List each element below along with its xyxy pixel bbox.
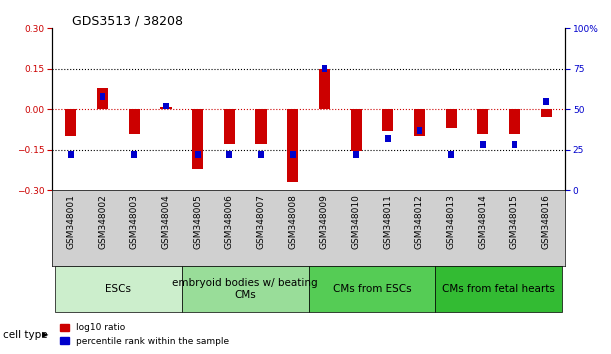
Text: GSM348015: GSM348015 bbox=[510, 194, 519, 249]
Bar bbox=[477, 109, 488, 133]
Bar bbox=[131, 151, 137, 158]
Bar bbox=[227, 151, 232, 158]
Text: CMs from ESCs: CMs from ESCs bbox=[332, 284, 411, 294]
Text: cell type: cell type bbox=[3, 330, 48, 339]
Bar bbox=[541, 109, 552, 117]
Bar bbox=[480, 142, 486, 148]
Text: GSM348011: GSM348011 bbox=[383, 194, 392, 249]
Bar bbox=[509, 109, 520, 133]
FancyBboxPatch shape bbox=[182, 266, 309, 312]
Text: GSM348013: GSM348013 bbox=[447, 194, 456, 249]
Bar bbox=[511, 142, 518, 148]
Bar bbox=[445, 109, 456, 128]
Text: GSM348001: GSM348001 bbox=[67, 194, 75, 249]
Bar bbox=[353, 151, 359, 158]
FancyBboxPatch shape bbox=[309, 266, 435, 312]
Bar bbox=[100, 93, 106, 100]
Text: GSM348007: GSM348007 bbox=[257, 194, 266, 249]
Text: ESCs: ESCs bbox=[106, 284, 131, 294]
Text: GSM348016: GSM348016 bbox=[542, 194, 551, 249]
FancyBboxPatch shape bbox=[435, 266, 562, 312]
Bar bbox=[382, 109, 393, 131]
Bar bbox=[543, 98, 549, 104]
Text: GSM348005: GSM348005 bbox=[193, 194, 202, 249]
Bar bbox=[417, 127, 422, 134]
Text: GSM348004: GSM348004 bbox=[161, 194, 170, 249]
Text: GSM348009: GSM348009 bbox=[320, 194, 329, 249]
Legend: log10 ratio, percentile rank within the sample: log10 ratio, percentile rank within the … bbox=[56, 320, 233, 349]
Text: ▶: ▶ bbox=[42, 330, 48, 339]
Bar bbox=[448, 151, 454, 158]
Text: GSM348014: GSM348014 bbox=[478, 194, 488, 249]
FancyBboxPatch shape bbox=[55, 266, 182, 312]
Text: GSM348002: GSM348002 bbox=[98, 194, 107, 249]
Text: GSM348012: GSM348012 bbox=[415, 194, 424, 249]
Bar bbox=[319, 69, 330, 109]
Bar bbox=[321, 65, 327, 72]
Bar bbox=[287, 109, 298, 182]
Bar bbox=[414, 109, 425, 136]
Bar bbox=[129, 109, 140, 133]
Text: GSM348006: GSM348006 bbox=[225, 194, 234, 249]
Text: GSM348010: GSM348010 bbox=[351, 194, 360, 249]
Bar bbox=[351, 109, 362, 151]
Bar bbox=[163, 103, 169, 109]
Bar bbox=[385, 135, 390, 142]
Bar bbox=[255, 109, 266, 144]
Text: GSM348003: GSM348003 bbox=[130, 194, 139, 249]
Text: GSM348008: GSM348008 bbox=[288, 194, 297, 249]
Bar bbox=[192, 109, 203, 169]
Bar bbox=[224, 109, 235, 144]
Bar bbox=[290, 151, 296, 158]
Bar bbox=[161, 107, 172, 109]
Bar bbox=[195, 151, 200, 158]
Bar bbox=[68, 151, 74, 158]
Text: CMs from fetal hearts: CMs from fetal hearts bbox=[442, 284, 555, 294]
Bar bbox=[65, 109, 76, 136]
Text: embryoid bodies w/ beating
CMs: embryoid bodies w/ beating CMs bbox=[172, 278, 318, 299]
Bar bbox=[97, 88, 108, 109]
Bar bbox=[258, 151, 264, 158]
Text: GDS3513 / 38208: GDS3513 / 38208 bbox=[73, 14, 183, 27]
